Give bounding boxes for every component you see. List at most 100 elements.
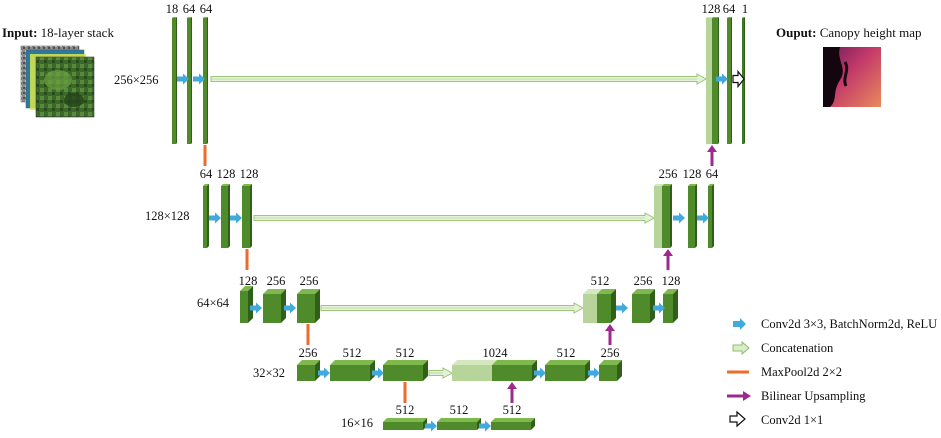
channel-label: 256 [300, 274, 319, 288]
legend-item: Conv2d 3×3, BatchNorm2d, ReLU [733, 317, 937, 331]
conv-arrow [193, 73, 205, 85]
legend: Conv2d 3×3, BatchNorm2d, ReLU Concatenat… [727, 317, 937, 428]
feature-block [203, 17, 208, 144]
conv-arrow [425, 420, 437, 432]
feature-block [187, 17, 192, 144]
channel-label: 128 [240, 167, 259, 181]
channel-label: 64 [183, 2, 196, 16]
input-image-stack [20, 45, 95, 118]
conv-arrow [284, 302, 296, 314]
upsample-head [663, 249, 673, 256]
channel-label: 256 [659, 167, 678, 181]
conv-arrow [673, 212, 685, 224]
channel-label: 128 [683, 167, 702, 181]
resolution-64: 64×64 [197, 296, 230, 310]
upsample-head [507, 382, 517, 389]
input-label: Input: 18-layer stack [2, 25, 114, 40]
feature-block [242, 184, 252, 248]
channel-label: 512 [396, 346, 415, 360]
channel-label: 512 [591, 274, 610, 288]
feature-blocks [172, 17, 745, 430]
feature-block [632, 289, 655, 323]
skip-connections [210, 73, 708, 379]
channel-label: 256 [601, 346, 620, 360]
channel-label: 128 [239, 274, 258, 288]
concat-block [583, 289, 616, 323]
channel-label: 128 [217, 167, 236, 181]
feature-block [263, 289, 286, 323]
svg-text:MaxPool2d 2×2: MaxPool2d 2×2 [761, 365, 842, 379]
conv-arrow [318, 367, 330, 379]
svg-text:Conv2d 3×3, BatchNorm2d, ReLU: Conv2d 3×3, BatchNorm2d, ReLU [761, 317, 937, 331]
feature-block [221, 184, 230, 248]
channel-label: 128 [662, 274, 681, 288]
conv-arrow [588, 367, 600, 379]
feature-block [663, 289, 678, 323]
upsample-head [605, 324, 615, 331]
channel-label: 256 [634, 274, 653, 288]
conv1x1-arrow [732, 69, 745, 89]
conv-arrow [716, 73, 728, 85]
resolution-32: 32×32 [253, 366, 285, 380]
svg-text:Bilinear Upsampling: Bilinear Upsampling [761, 389, 866, 403]
conv-arrow [479, 420, 491, 432]
operation-arrows [177, 69, 745, 432]
resolution-256: 256×256 [114, 73, 159, 87]
feature-block [330, 360, 375, 381]
feature-block [297, 360, 320, 381]
conv-arrow [534, 367, 546, 379]
concat-block [654, 184, 672, 248]
legend-item: Conv2d 1×1 [729, 410, 823, 428]
feature-block [545, 360, 590, 381]
conv1x1-arrow-icon [729, 410, 746, 428]
resolution-16: 16×16 [341, 416, 373, 430]
conv-arrow [653, 302, 665, 314]
concat-block [452, 360, 537, 381]
feature-block [172, 17, 177, 144]
concat-arrow-icon [732, 340, 750, 356]
feature-block [688, 184, 697, 248]
conv-arrow [250, 302, 262, 314]
conv-arrow [697, 212, 709, 224]
channel-label: 512 [557, 346, 576, 360]
channel-label: 64 [200, 2, 213, 16]
channel-label: 256 [267, 274, 286, 288]
feature-block [297, 289, 320, 323]
svg-text:Concatenation: Concatenation [761, 341, 834, 355]
channel-label: 18 [166, 2, 179, 16]
feature-block [708, 184, 714, 248]
feature-block [437, 418, 481, 430]
conv-arrow-icon [733, 318, 746, 330]
output-canopy-map [823, 47, 881, 107]
feature-block [491, 418, 535, 430]
channel-label: 1024 [483, 346, 509, 360]
feature-block [383, 418, 427, 430]
channel-label: 512 [343, 346, 362, 360]
conv-arrow [616, 302, 628, 314]
conv-arrow [372, 367, 384, 379]
channel-label: 64 [706, 167, 719, 181]
legend-item: Concatenation [732, 340, 834, 356]
resolution-128: 128×128 [145, 209, 190, 223]
channel-label: 512 [450, 403, 469, 417]
output-label: Ouput: Canopy height map [776, 25, 922, 40]
legend-item: MaxPool2d 2×2 [727, 365, 842, 379]
conv-arrow [209, 212, 221, 224]
feature-block [203, 184, 209, 248]
feature-block [240, 286, 253, 323]
conv-arrow [230, 212, 242, 224]
feature-block [599, 360, 622, 381]
channel-label: 1 [742, 2, 748, 16]
channel-label: 64 [200, 167, 213, 181]
feature-block [727, 17, 732, 144]
legend-item: Bilinear Upsampling [727, 389, 866, 403]
channel-label: 512 [503, 403, 522, 417]
channel-label: 64 [723, 2, 736, 16]
upsample-head [707, 145, 717, 152]
channel-label: 512 [396, 403, 415, 417]
conv-arrow [177, 73, 189, 85]
feature-block [383, 360, 428, 381]
channel-label: 256 [299, 346, 318, 360]
